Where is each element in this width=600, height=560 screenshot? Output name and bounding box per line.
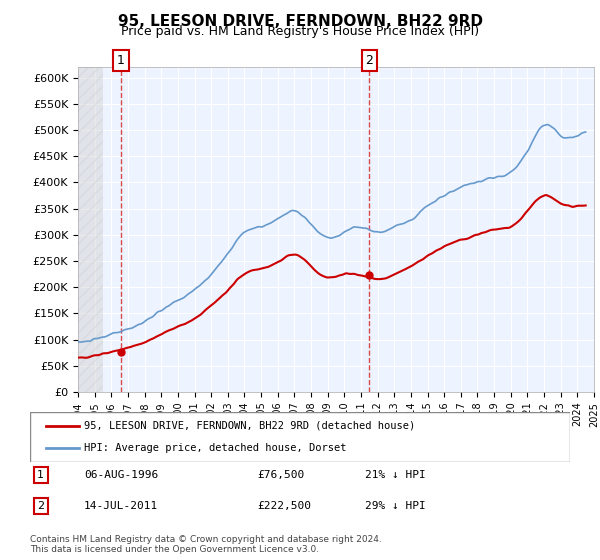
Text: 14-JUL-2011: 14-JUL-2011 (84, 501, 158, 511)
Text: 2: 2 (37, 501, 44, 511)
Text: 2: 2 (365, 54, 373, 67)
Text: 21% ↓ HPI: 21% ↓ HPI (365, 470, 425, 480)
Text: Price paid vs. HM Land Registry's House Price Index (HPI): Price paid vs. HM Land Registry's House … (121, 25, 479, 38)
Text: Contains HM Land Registry data © Crown copyright and database right 2024.
This d: Contains HM Land Registry data © Crown c… (30, 535, 382, 554)
Text: 1: 1 (37, 470, 44, 480)
FancyBboxPatch shape (30, 412, 570, 462)
Text: 95, LEESON DRIVE, FERNDOWN, BH22 9RD: 95, LEESON DRIVE, FERNDOWN, BH22 9RD (118, 14, 482, 29)
Text: £76,500: £76,500 (257, 470, 304, 480)
Text: 95, LEESON DRIVE, FERNDOWN, BH22 9RD (detached house): 95, LEESON DRIVE, FERNDOWN, BH22 9RD (de… (84, 421, 415, 431)
Text: 1: 1 (117, 54, 125, 67)
Bar (78, 67, 103, 392)
Text: 29% ↓ HPI: 29% ↓ HPI (365, 501, 425, 511)
Text: HPI: Average price, detached house, Dorset: HPI: Average price, detached house, Dors… (84, 443, 347, 453)
Text: 06-AUG-1996: 06-AUG-1996 (84, 470, 158, 480)
Text: £222,500: £222,500 (257, 501, 311, 511)
